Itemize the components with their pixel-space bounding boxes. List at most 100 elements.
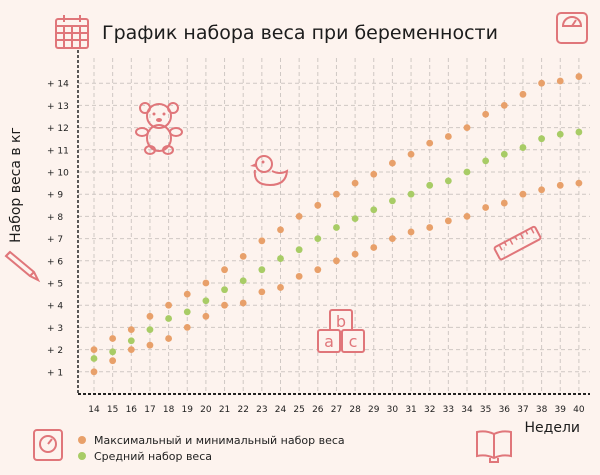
x-tick-label: 20 xyxy=(200,405,212,415)
data-point xyxy=(333,257,340,265)
data-point xyxy=(575,73,583,80)
x-tick-label: 39 xyxy=(555,405,567,415)
data-point xyxy=(351,250,359,258)
data-point xyxy=(146,326,154,334)
y-tick-label: + 2 xyxy=(47,346,63,356)
x-tick-label: 22 xyxy=(237,405,248,415)
data-point xyxy=(463,124,471,131)
block-letter-c: c xyxy=(349,332,358,351)
data-point xyxy=(444,133,452,140)
pencil-icon xyxy=(4,250,41,283)
y-tick-label: + 1 xyxy=(47,368,63,378)
data-point xyxy=(314,201,322,209)
data-point xyxy=(183,290,191,298)
y-tick-label: + 14 xyxy=(47,80,69,90)
x-tick-label: 36 xyxy=(499,405,511,415)
x-tick-label: 33 xyxy=(443,405,454,415)
y-tick-label: + 10 xyxy=(47,169,69,179)
data-point xyxy=(351,215,359,223)
y-tick-label: + 12 xyxy=(47,124,69,134)
teddy-bear-icon xyxy=(135,102,183,155)
data-point xyxy=(389,159,396,167)
data-point xyxy=(407,150,415,158)
rubber-duck-icon xyxy=(250,155,289,187)
legend-label-max-min: Максимальный и минимальный набор веса xyxy=(94,433,345,447)
data-point xyxy=(519,90,527,98)
data-point xyxy=(314,266,322,274)
block-letter-a: a xyxy=(324,332,334,351)
x-tick-label: 29 xyxy=(368,405,380,415)
data-point xyxy=(127,346,135,353)
book-icon xyxy=(476,430,512,463)
x-tick-label: 25 xyxy=(293,405,304,415)
x-tick-label: 19 xyxy=(182,405,194,415)
calendar-icon xyxy=(55,15,89,49)
data-point xyxy=(90,346,98,353)
x-tick-label: 18 xyxy=(163,405,175,415)
data-point xyxy=(277,226,284,234)
data-point xyxy=(258,266,266,274)
data-point xyxy=(295,246,303,254)
legend-dot-max-min xyxy=(78,436,86,444)
data-point xyxy=(239,277,247,285)
data-point xyxy=(221,286,228,294)
y-tick-label: + 13 xyxy=(47,102,69,112)
x-tick-label: 38 xyxy=(536,405,548,415)
data-point xyxy=(127,337,135,345)
data-point xyxy=(295,272,303,280)
data-point xyxy=(127,326,135,334)
data-point xyxy=(165,335,173,342)
data-point xyxy=(463,168,471,176)
data-point xyxy=(109,335,117,342)
data-point xyxy=(258,288,266,296)
y-tick-label: + 8 xyxy=(47,213,63,223)
data-point xyxy=(556,130,564,138)
block-letter-b: b xyxy=(336,312,346,331)
data-point xyxy=(500,150,508,158)
data-point xyxy=(165,301,173,309)
data-point xyxy=(444,217,452,225)
x-tick-label: 32 xyxy=(424,405,435,415)
data-point xyxy=(389,235,396,243)
data-point xyxy=(500,102,508,109)
data-point xyxy=(370,206,378,214)
x-tick-label: 31 xyxy=(405,405,416,415)
legend-label-average: Средний набор веса xyxy=(94,449,212,463)
x-tick-label: 16 xyxy=(126,405,138,415)
data-point xyxy=(183,308,191,316)
data-point xyxy=(426,224,434,231)
axes xyxy=(77,50,590,395)
legend-item-average: Средний набор веса xyxy=(78,448,345,464)
data-point xyxy=(295,213,303,220)
data-point xyxy=(165,315,173,322)
y-tick-label: + 9 xyxy=(47,191,63,201)
legend-dot-average xyxy=(78,452,86,460)
data-point xyxy=(183,324,191,331)
data-point xyxy=(146,341,154,349)
data-point xyxy=(90,355,98,362)
x-tick-label: 40 xyxy=(573,405,585,415)
data-point xyxy=(575,128,583,136)
data-point xyxy=(202,279,210,287)
data-point xyxy=(426,181,434,189)
x-tick-label: 23 xyxy=(256,405,267,415)
data-point xyxy=(519,190,527,198)
scale-icon xyxy=(556,12,588,44)
x-tick-label: 17 xyxy=(144,405,155,415)
data-point xyxy=(314,235,322,243)
x-tick-label: 28 xyxy=(349,405,361,415)
data-point xyxy=(109,348,117,356)
data-point xyxy=(426,139,434,147)
x-tick-label: 27 xyxy=(331,405,342,415)
y-tick-label: + 5 xyxy=(47,280,63,290)
data-point xyxy=(239,299,247,307)
ruler-icon xyxy=(493,225,542,261)
x-tick-label: 30 xyxy=(387,405,399,415)
data-point xyxy=(538,79,545,87)
data-point xyxy=(519,144,527,151)
data-point xyxy=(333,190,340,198)
data-point xyxy=(575,179,583,187)
data-point xyxy=(407,228,415,236)
data-point xyxy=(463,213,471,220)
y-tick-label: + 3 xyxy=(47,324,63,334)
